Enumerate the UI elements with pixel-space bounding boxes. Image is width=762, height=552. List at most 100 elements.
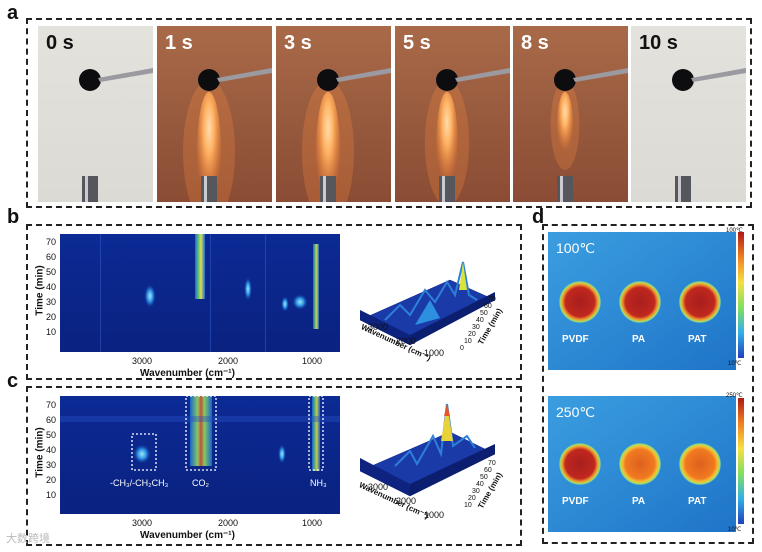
nh3-band <box>313 244 319 329</box>
burn-scene <box>157 26 272 202</box>
burn-photo-frame: 3 s <box>276 26 391 202</box>
sample-disk <box>554 69 576 91</box>
nh3-band <box>312 396 320 471</box>
lighter-nozzle <box>675 176 691 202</box>
heatmap-c-ytick: 50 <box>46 430 57 440</box>
ch-band <box>144 284 156 308</box>
heatmap-c-xtick: 1000 <box>302 518 323 528</box>
burn-photo-time: 1 s <box>165 32 193 54</box>
burn-scene <box>38 26 153 202</box>
panel-b-frame <box>26 224 522 380</box>
sample-disk <box>436 69 458 91</box>
heatmap-b-ytick: 10 <box>46 327 57 337</box>
surface-b-time-tick: 70 <box>488 296 496 303</box>
burn-photo-frame: 1 s <box>157 26 272 202</box>
co2-band <box>190 396 212 466</box>
heatmap-b-xtick: 3000 <box>132 356 153 366</box>
colorbar-bottom-min: 10℃ <box>728 527 742 533</box>
flame <box>197 92 221 202</box>
colorbar-top-min: 10℃ <box>728 361 742 367</box>
thermal-bottom-label-pat: PAT <box>688 496 707 507</box>
band-1750 <box>244 277 252 301</box>
surface-b-time-tick: 20 <box>468 331 476 338</box>
burn-photo-time: 5 s <box>403 32 431 54</box>
co2-band <box>195 234 205 299</box>
panel-c-frame <box>26 386 522 546</box>
surface-c-time-tick: 70 <box>488 460 496 467</box>
heatmap-c-xlabel: Wavenumber (cm⁻¹) <box>140 530 235 541</box>
panel-label-a: a <box>7 2 19 24</box>
burn-scene <box>276 26 391 202</box>
heatmap-c-xtick: 2000 <box>218 518 239 528</box>
heatmap-b-ytick: 20 <box>46 312 57 322</box>
band-1250 <box>281 296 289 312</box>
surface-c-wn-tick: 2000 <box>396 496 417 506</box>
surface-b-wn-tick: 3000 <box>368 322 389 332</box>
ftir-heatmap-c <box>60 395 340 514</box>
tweezers <box>691 68 746 82</box>
surface-b-wn-tick: 1000 <box>424 348 445 358</box>
heatmap-b-bands <box>100 234 319 352</box>
burn-photo-time: 8 s <box>521 32 549 54</box>
panel-a-frame <box>26 18 752 208</box>
flame-glow <box>424 80 470 202</box>
watermark: 大数跨境 <box>6 532 50 545</box>
disk-pat <box>679 443 721 485</box>
sample-disk <box>198 69 220 91</box>
lighter-nozzle <box>439 176 455 202</box>
sample-disk <box>317 69 339 91</box>
ftir-heatmap-b-plot <box>60 234 340 352</box>
colorbar-bottom <box>738 398 744 524</box>
annotation-nh3: NH₃ <box>310 478 327 488</box>
thermal-bottom-temp: 250℃ <box>556 404 596 420</box>
panel-label-c: c <box>7 370 19 392</box>
burn-scene <box>513 26 628 202</box>
heatmap-c-ytick: 20 <box>46 475 57 485</box>
tweezers <box>217 68 272 82</box>
sample-disk <box>79 69 101 91</box>
flame-glow <box>550 80 580 170</box>
heatmap-c-ytick: 30 <box>46 460 57 470</box>
heatmap-c-ytick: 40 <box>46 445 57 455</box>
surface-b-time-tick: 30 <box>472 324 480 331</box>
heatmap-c-ylabel: Time (min) <box>34 427 46 478</box>
tweezers <box>336 68 391 82</box>
heatmap-b-ylabel: Time (min) <box>34 265 46 316</box>
tweezers <box>455 68 510 82</box>
heatmap-b-ytick: 40 <box>46 282 57 292</box>
burn-photo-time: 3 s <box>284 32 312 54</box>
flame <box>557 92 573 158</box>
ftir-surface-c-plot <box>359 403 496 497</box>
surface-c-time-tick: 50 <box>480 474 488 481</box>
burn-photo-frame: 0 s <box>38 26 153 202</box>
ftir-heatmap-b <box>60 234 340 352</box>
colorbar-top <box>738 232 744 358</box>
thermal-image-top: 100℃ PVDF PA PAT <box>548 232 736 370</box>
surface-b-time-tick: 10 <box>464 338 472 345</box>
band-1100 <box>292 294 308 310</box>
burn-photo-time: 0 s <box>46 32 74 54</box>
lighter-nozzle <box>320 176 336 202</box>
tweezers <box>573 68 628 82</box>
annotation-ch: -CH₃/-CH₂CH₃ <box>110 478 169 488</box>
lighter-nozzle <box>201 176 217 202</box>
heatmap-b-ytick: 60 <box>46 252 57 262</box>
ch-box <box>131 433 157 471</box>
ftir-surface-b <box>355 240 505 360</box>
thermal-bottom-label-pa: PA <box>632 496 646 507</box>
burn-scene <box>631 26 746 202</box>
flame-glow <box>183 80 235 202</box>
surface-c-time-tick: 10 <box>464 502 472 509</box>
surface-b-time-tick: 60 <box>484 303 492 310</box>
thermal-bottom-scene <box>548 396 736 532</box>
lighter-nozzle <box>557 176 573 202</box>
disk-pvdf <box>559 443 601 485</box>
thermal-image-bottom: 250℃ PVDF PA PAT <box>548 396 736 532</box>
surface-b-time-tick: 50 <box>480 310 488 317</box>
surface-c-time-tick: 20 <box>468 495 476 502</box>
surface-c-time-tick: 60 <box>484 467 492 474</box>
heatmap-b-ytick: 50 <box>46 267 57 277</box>
burn-photo-frame: 5 s <box>395 26 510 202</box>
disk-pa <box>619 281 661 323</box>
surface-c-wn-tick: 3000 <box>368 482 389 492</box>
